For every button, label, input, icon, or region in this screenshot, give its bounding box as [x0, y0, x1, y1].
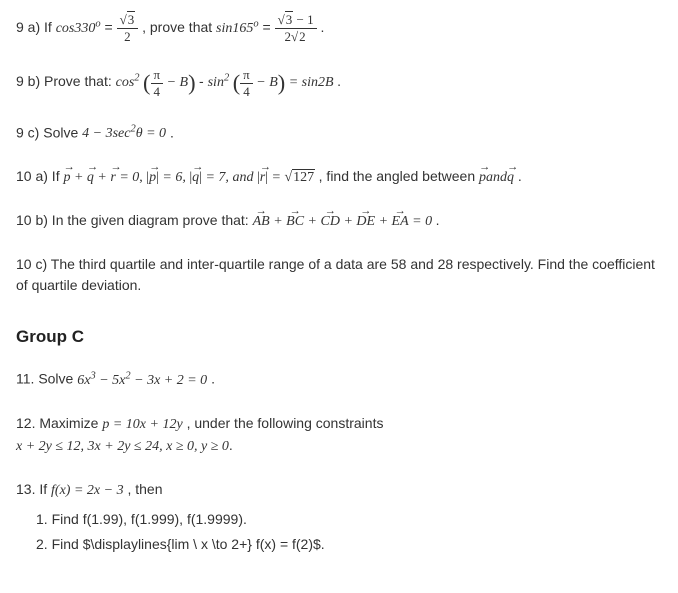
deg: o: [95, 18, 100, 29]
problem-13: 13. If f(x) = 2x − 3 , then 1. Find f(1.…: [16, 479, 662, 555]
math: sin165: [216, 21, 253, 36]
text: .: [320, 19, 324, 35]
text: , prove that: [142, 19, 216, 35]
problem-9c: 9 c) Solve 4 − 3sec2θ = 0 .: [16, 122, 662, 145]
text: 10 c) The third quartile and inter-quart…: [16, 256, 655, 293]
text: 10 b) In the given diagram prove that:: [16, 212, 253, 228]
text: .: [211, 371, 215, 387]
text: 11. Solve: [16, 371, 77, 387]
text: .: [518, 168, 522, 184]
text: .: [170, 124, 174, 140]
problem-9a: 9 a) If cos330o = 3 2 , prove that sin16…: [16, 12, 662, 44]
list-item: 1. Find f(1.99), f(1.999), f(1.9999).: [36, 509, 662, 530]
text: 10 a) If: [16, 168, 63, 184]
list-item: 2. Find $\displaylines{lim \ x \to 2+} f…: [36, 534, 662, 555]
problem-10c: 10 c) The third quartile and inter-quart…: [16, 254, 662, 296]
text: , then: [127, 481, 162, 497]
fraction: 3 − 1 22: [275, 12, 317, 44]
deg: o: [253, 18, 258, 29]
text: .: [436, 212, 440, 228]
text: , under the following constraints: [187, 415, 384, 431]
text: .: [337, 73, 341, 89]
problem-12: 12. Maximize p = 10x + 12y , under the f…: [16, 413, 662, 457]
sub-list: 1. Find f(1.99), f(1.999), f(1.9999). 2.…: [16, 509, 662, 555]
text: =: [263, 19, 275, 35]
text: 9 c) Solve: [16, 124, 82, 140]
group-c-heading: Group C: [16, 324, 662, 350]
fraction: 3 2: [117, 12, 139, 44]
math: cos330: [56, 21, 96, 36]
text: -: [199, 73, 208, 89]
text: , find the angled between: [319, 168, 479, 184]
text: 12. Maximize: [16, 415, 102, 431]
text: 13. If: [16, 481, 51, 497]
text: =: [105, 19, 117, 35]
problem-9b: 9 b) Prove that: cos2 (π4 − B) - sin2 (π…: [16, 66, 662, 100]
text: 9 a) If: [16, 19, 56, 35]
problem-11: 11. Solve 6x3 − 5x2 − 3x + 2 = 0 .: [16, 368, 662, 391]
problem-10b: 10 b) In the given diagram prove that: A…: [16, 210, 662, 232]
problem-10a: 10 a) If p + q + r = 0, |p| = 6, |q| = 7…: [16, 166, 662, 188]
text: 9 b) Prove that:: [16, 73, 116, 89]
